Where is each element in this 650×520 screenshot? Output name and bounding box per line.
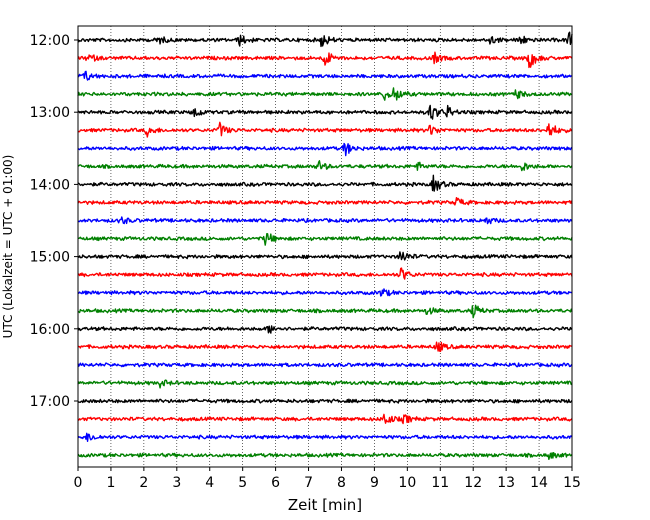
trace-row — [77, 31, 573, 48]
y-axis-label: UTC (Lokalzeit = UTC + 01:00) — [1, 155, 15, 339]
x-tick-label: 8 — [337, 475, 346, 491]
trace-row — [77, 451, 573, 461]
x-tick-label: 11 — [431, 475, 449, 491]
trace-row — [77, 288, 573, 297]
x-tick-label: 5 — [238, 475, 247, 491]
trace-row — [77, 379, 573, 389]
trace-row — [77, 341, 573, 353]
trace-row — [77, 398, 573, 404]
trace-row — [77, 121, 573, 138]
y-tick-label: 14:00 — [30, 177, 70, 193]
y-axis: 12:00 13:00 14:00 15:00 16:00 17:00 — [30, 33, 78, 410]
x-tick-label: 6 — [271, 475, 280, 491]
x-axis-label: Zeit [min] — [288, 496, 362, 514]
x-tick-label: 0 — [74, 475, 83, 491]
x-tick-label: 7 — [304, 475, 313, 491]
trace-row — [77, 325, 573, 334]
x-tick-label: 4 — [205, 475, 214, 491]
y-tick-label: 15:00 — [30, 250, 70, 266]
y-tick-label: 13:00 — [30, 105, 70, 121]
trace-row — [77, 174, 573, 192]
x-tick-label: 2 — [139, 475, 148, 491]
x-axis: 0 1 2 3 4 5 6 7 8 9 10 11 12 13 14 15 — [74, 467, 581, 491]
x-tick-label: 13 — [497, 475, 515, 491]
trace-row — [77, 267, 573, 280]
x-tick-label: 1 — [106, 475, 115, 491]
trace-row — [77, 104, 573, 120]
trace-row — [77, 432, 573, 443]
x-tick-label: 9 — [370, 475, 379, 491]
trace-row — [78, 413, 573, 425]
trace-row — [77, 160, 573, 172]
trace-row — [77, 196, 573, 206]
x-tick-label: 3 — [172, 475, 181, 491]
trace-row — [77, 87, 573, 101]
trace-row — [77, 362, 573, 368]
x-tick-label: 12 — [464, 475, 482, 491]
trace-rows — [77, 31, 573, 461]
trace-row — [77, 216, 573, 225]
plot-frame — [77, 25, 573, 468]
trace-row — [77, 142, 573, 157]
trace-row — [77, 51, 573, 69]
y-tick-label: 12:00 — [30, 33, 70, 49]
trace-row — [77, 70, 572, 81]
trace-row — [77, 233, 573, 246]
y-tick-label: 17:00 — [30, 394, 70, 410]
y-tick-label: 16:00 — [30, 322, 70, 338]
trace-row — [77, 251, 573, 261]
x-tick-label: 14 — [530, 475, 548, 491]
x-tick-label: 15 — [563, 475, 581, 491]
trace-row — [77, 304, 573, 319]
x-tick-label: 10 — [398, 475, 416, 491]
